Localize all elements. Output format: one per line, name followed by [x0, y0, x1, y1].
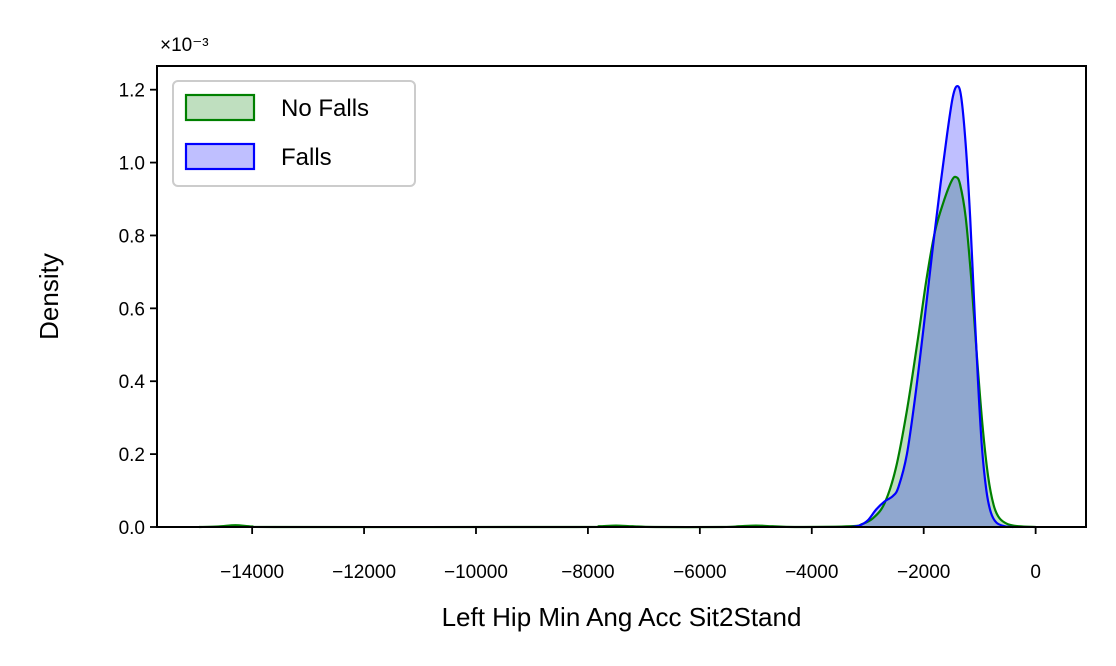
x-tick-label: −4000 [785, 562, 838, 583]
y-tick-label: 0.2 [119, 445, 145, 466]
x-tick-label: −6000 [673, 562, 726, 583]
y-tick-label: 1.0 [119, 154, 145, 175]
legend: No Falls Falls [172, 80, 416, 187]
legend-label-falls: Falls [281, 144, 332, 171]
y-axis-scale-label: ×10⁻³ [160, 35, 209, 56]
x-tick-label: −10000 [444, 562, 508, 583]
y-tick-label: 0.0 [119, 518, 145, 539]
x-axis-label: Left Hip Min Ang Acc Sit2Stand [442, 602, 802, 632]
x-tick-label: −12000 [332, 562, 396, 583]
legend-box [172, 80, 416, 187]
y-tick-label: 0.4 [119, 372, 146, 393]
plot-frame [156, 65, 1087, 528]
x-tick-label: −14000 [220, 562, 284, 583]
series-fill-falls [850, 86, 1014, 527]
y-tick-label: 0.8 [119, 226, 145, 247]
y-tick-label: 0.6 [119, 299, 145, 320]
x-tick-label: −8000 [561, 562, 614, 583]
series-fills [198, 86, 1036, 528]
y-axis-ticks: 0.0 0.2 0.4 0.6 0.8 1.0 1.2 [119, 81, 157, 539]
y-axis-label: Density [34, 253, 64, 340]
x-tick-label: 0 [1030, 562, 1041, 583]
series-fill-no-falls [198, 176, 1036, 528]
y-tick-label: 1.2 [119, 81, 145, 102]
legend-swatch-falls [184, 142, 256, 171]
series-line-falls [850, 84, 1014, 529]
legend-label-no-falls: No Falls [281, 95, 369, 122]
x-axis-ticks: −14000 −12000 −10000 −8000 −6000 −4000 −2000 0 [220, 527, 1041, 583]
x-tick-label: −2000 [897, 562, 950, 583]
legend-swatch-no-falls [184, 93, 256, 122]
